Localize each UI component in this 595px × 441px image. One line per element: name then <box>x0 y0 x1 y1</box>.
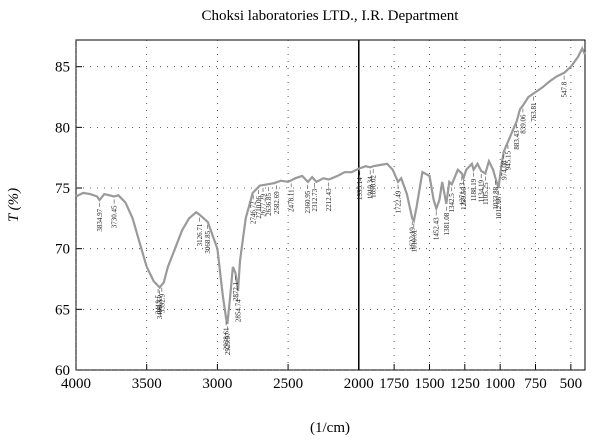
y-axis-label: T (%) <box>6 188 22 222</box>
x-axis-label: (1/cm) <box>310 420 350 436</box>
peak-label: 3392.9 <box>158 293 166 313</box>
x-tick-label: 2500 <box>273 376 303 392</box>
y-tick-label: 85 <box>55 60 70 76</box>
peak-label: 1105.25 <box>482 182 490 205</box>
peak-label: 883.43 <box>513 130 521 150</box>
y-tick-label: 70 <box>55 242 70 258</box>
peak-label: 763.81 <box>530 102 538 122</box>
peak-label: 3730.45 <box>111 205 119 228</box>
x-tick-label: 1500 <box>414 376 444 392</box>
x-tick-label: 500 <box>560 376 583 392</box>
x-tick-label: 1250 <box>450 376 480 392</box>
peak-label: 3419.5 <box>155 294 163 314</box>
peak-label: 1452.43 <box>433 217 441 240</box>
peak-label: 3068.85 <box>204 230 212 253</box>
peak-label: 2929.97 <box>224 332 232 355</box>
x-tick-label: 1750 <box>379 376 409 392</box>
x-tick-label: 750 <box>524 376 547 392</box>
peak-label: 1622.19 <box>409 227 417 250</box>
peak-label: 1381.08 <box>443 212 451 235</box>
peak-label: 1610.61 <box>410 229 418 252</box>
peak-label: 839.06 <box>519 114 527 134</box>
peak-label: 1919.34 <box>367 176 375 199</box>
peak-label: 2636.85 <box>265 193 273 216</box>
y-tick-label: 80 <box>55 120 70 136</box>
x-tick-label: 4000 <box>61 376 91 392</box>
x-tick-label: 2000 <box>344 376 374 392</box>
peak-label: 2746.72 <box>250 201 258 224</box>
peak-label: 1271.13 <box>458 182 466 205</box>
peak-label: 1033.88 <box>492 186 500 209</box>
chart-title: Choksi laboratories LTD., I.R. Departmen… <box>202 8 460 24</box>
peak-label: 2872.1 <box>232 281 240 301</box>
y-tick-label: 75 <box>55 181 70 197</box>
peak-label: 2938.61 <box>223 327 231 350</box>
plot-frame <box>75 39 586 371</box>
peak-label: 547.8 <box>561 81 569 97</box>
peak-label: 3408.33 <box>156 296 164 319</box>
peak-label: 1722.49 <box>395 190 403 213</box>
peak-label: 1342.5 <box>448 193 456 213</box>
peak-label: 1012.66 <box>495 196 503 219</box>
peak-label: 1259.56 <box>460 187 468 210</box>
peak-label: 2360.95 <box>304 190 312 213</box>
peak-label: 2854.74 <box>234 299 242 322</box>
peak-label: 1188.19 <box>470 178 478 201</box>
x-tick-label: 3000 <box>202 376 232 392</box>
y-tick-label: 65 <box>55 302 70 318</box>
peak-label: 2582.69 <box>273 191 281 214</box>
peak-label: 1134.19 <box>478 179 486 202</box>
peak-label: 2677.29 <box>260 194 268 217</box>
peak-label: 974.08 <box>500 160 508 180</box>
spectrum-line <box>75 45 586 325</box>
peak-label: 2312.73 <box>311 188 319 211</box>
y-tick-label: 60 <box>55 363 70 379</box>
peak-label: 1993.14 <box>356 177 364 200</box>
peak-label: 3126.71 <box>196 223 204 246</box>
peak-label: 1898.02 <box>370 175 378 198</box>
peak-label: 2478.11 <box>288 189 296 212</box>
peak-label: 2212.43 <box>325 188 333 211</box>
peak-label: 2710.06 <box>255 196 263 219</box>
x-tick-label: 3500 <box>132 376 162 392</box>
peak-label: 945.15 <box>504 150 512 170</box>
x-tick-label: 1000 <box>485 376 515 392</box>
peak-label: 3834.97 <box>96 208 104 231</box>
